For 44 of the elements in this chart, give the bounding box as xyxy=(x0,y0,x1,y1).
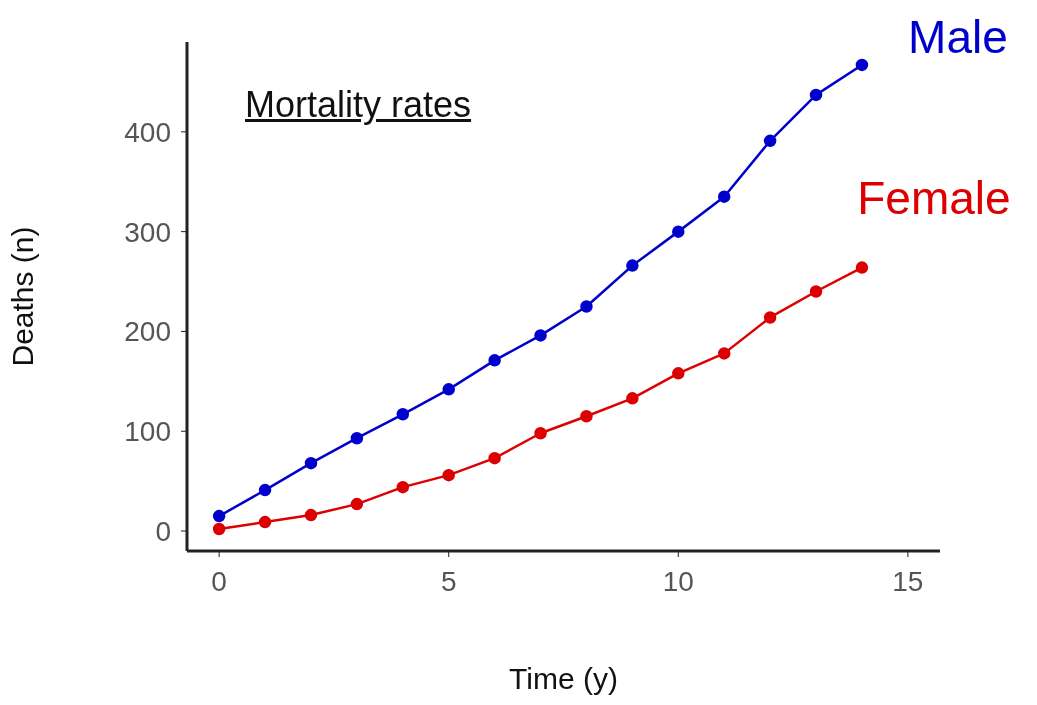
point xyxy=(258,515,272,529)
point xyxy=(488,451,501,465)
point xyxy=(809,88,823,102)
point xyxy=(488,354,501,367)
text: Mortality rates xyxy=(245,84,472,126)
point xyxy=(763,134,777,148)
point xyxy=(442,383,455,396)
point xyxy=(212,522,226,536)
point xyxy=(396,480,410,494)
point xyxy=(304,456,318,470)
point xyxy=(717,347,731,360)
x-axis-title: Time (y) xyxy=(509,662,618,695)
point xyxy=(212,509,226,523)
point xyxy=(717,190,731,203)
point xyxy=(534,329,547,342)
y-tick-label: 200 xyxy=(124,316,171,348)
point xyxy=(350,431,364,445)
point xyxy=(350,497,364,511)
point xyxy=(672,225,685,238)
point xyxy=(258,483,272,497)
y-tick-label: 0 xyxy=(155,515,171,547)
point xyxy=(534,426,547,440)
x-tick-label: 15 xyxy=(892,565,924,597)
point xyxy=(672,367,685,380)
point xyxy=(809,285,823,298)
point xyxy=(855,261,869,274)
point xyxy=(580,410,593,423)
point xyxy=(626,392,639,405)
point xyxy=(763,311,777,324)
y-axis-title: Deaths (n) xyxy=(5,226,39,367)
point xyxy=(580,300,593,313)
point xyxy=(304,508,318,522)
x-tick-label: 10 xyxy=(662,565,694,597)
point xyxy=(442,468,455,482)
x-tick-label: 0 xyxy=(211,565,227,597)
y-tick-label: 400 xyxy=(124,116,171,148)
series-label: Male xyxy=(908,10,1008,63)
x-tick-label: 5 xyxy=(440,565,457,597)
point xyxy=(396,408,410,421)
point xyxy=(855,58,869,72)
series-label: Female xyxy=(857,171,1011,224)
y-tick-label: 300 xyxy=(124,216,171,248)
y-tick-label: 100 xyxy=(124,416,171,448)
point xyxy=(626,259,639,272)
